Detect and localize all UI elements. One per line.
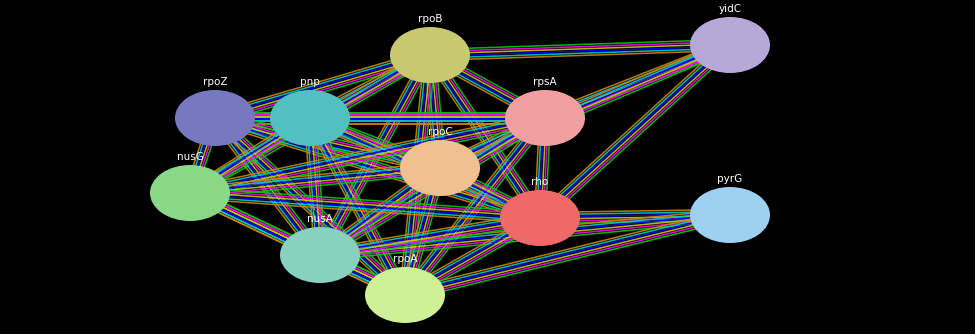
Text: pyrG: pyrG (718, 174, 743, 184)
Ellipse shape (400, 140, 480, 196)
Text: rpoZ: rpoZ (203, 77, 227, 87)
Ellipse shape (270, 90, 350, 146)
Ellipse shape (390, 27, 470, 83)
Ellipse shape (505, 90, 585, 146)
Ellipse shape (280, 227, 360, 283)
Ellipse shape (690, 17, 770, 73)
Ellipse shape (500, 190, 580, 246)
Text: pnp: pnp (300, 77, 320, 87)
Ellipse shape (365, 267, 445, 323)
Text: rpoB: rpoB (417, 14, 443, 24)
Text: rpsA: rpsA (533, 77, 557, 87)
Text: yidC: yidC (719, 4, 742, 14)
Ellipse shape (690, 187, 770, 243)
Text: rho: rho (531, 177, 549, 187)
Ellipse shape (175, 90, 255, 146)
Text: nusA: nusA (307, 214, 332, 224)
Text: rpoA: rpoA (393, 254, 417, 264)
Text: rpoC: rpoC (428, 127, 452, 137)
Text: nusG: nusG (176, 152, 204, 162)
Ellipse shape (150, 165, 230, 221)
